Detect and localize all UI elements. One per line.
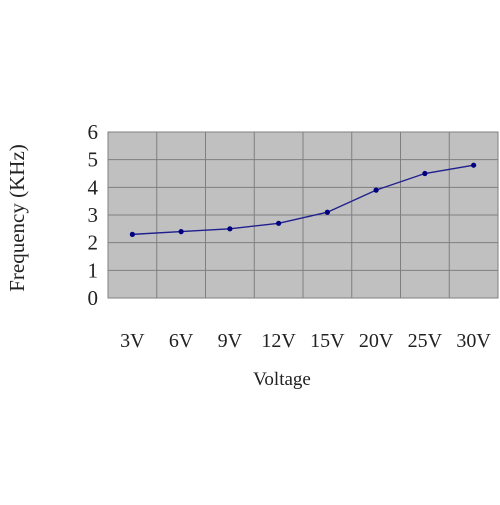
y-tick-label: 5 <box>88 148 99 172</box>
x-tick-label: 9V <box>218 330 243 352</box>
y-tick-label: 4 <box>88 175 99 199</box>
x-tick-label: 12V <box>261 330 296 352</box>
y-tick-label: 6 <box>88 120 99 144</box>
x-tick-label: 15V <box>310 330 345 352</box>
x-tick-label: 25V <box>408 330 443 352</box>
data-point <box>422 170 428 177</box>
series-line <box>132 164 474 236</box>
y-axis-label: Frequency (KHz) <box>5 144 29 292</box>
x-tick-label: 30V <box>456 330 491 352</box>
x-tick-label: 3V <box>120 330 145 352</box>
y-tick-label: 1 <box>88 258 99 282</box>
y-tick-label: 0 <box>88 286 99 310</box>
y-tick-labels: 0 1 2 3 4 5 6 <box>88 120 99 310</box>
y-tick-label: 3 <box>88 203 99 227</box>
data-point <box>471 162 477 168</box>
data-point <box>324 209 330 215</box>
data-point <box>178 229 184 235</box>
grid-lines <box>108 131 498 299</box>
data-point <box>129 231 135 237</box>
series-layer <box>129 162 477 237</box>
data-point <box>276 220 282 226</box>
data-point <box>227 226 233 232</box>
x-axis-label: Voltage <box>253 369 311 390</box>
x-tick-label: 20V <box>359 330 394 352</box>
x-tick-labels: 3V 6V 9V 12V 15V 20V 25V 30V <box>120 330 491 352</box>
data-point <box>373 187 379 193</box>
x-tick-label: 6V <box>169 330 194 352</box>
y-tick-label: 2 <box>88 231 99 255</box>
